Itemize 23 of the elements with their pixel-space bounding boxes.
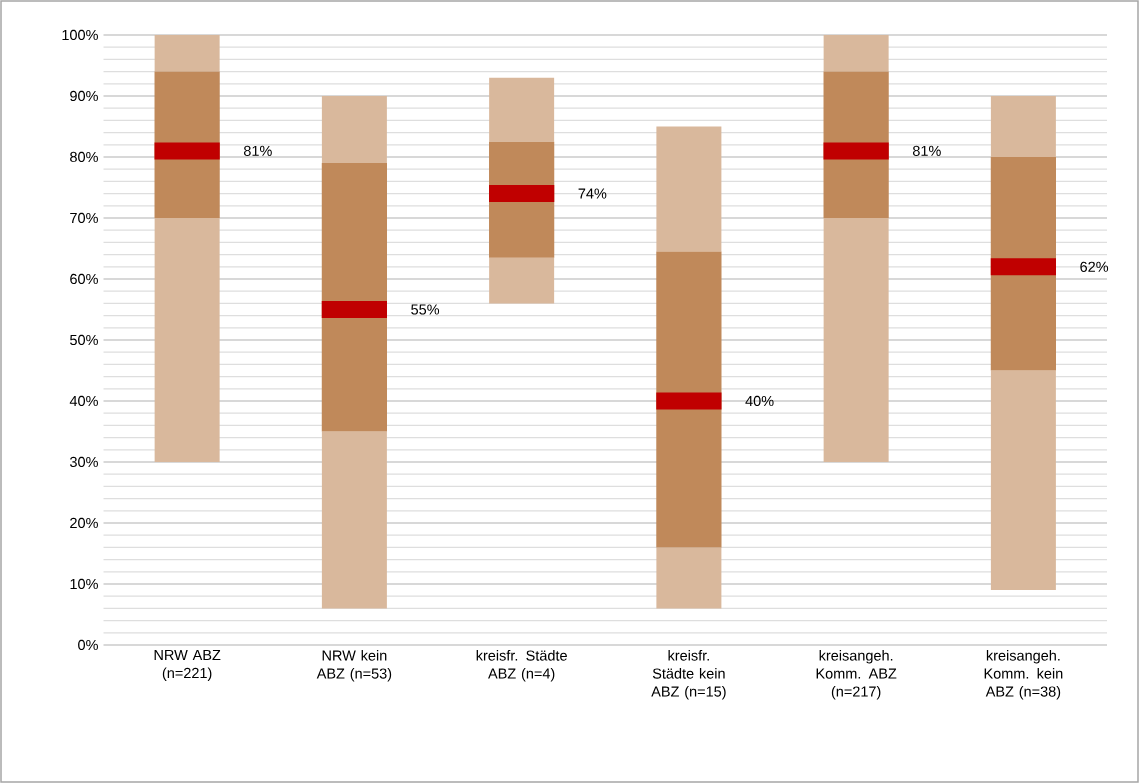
y-tick-label: 70% xyxy=(70,212,98,224)
y-tick-label: 30% xyxy=(70,456,98,468)
y-tick-label: 80% xyxy=(70,151,98,163)
y-tick-label: 20% xyxy=(70,517,98,529)
x-tick-label: kreisfr. Städte ABZ (n=4) xyxy=(476,650,567,682)
x-tick-label: NRW ABZ (n=221) xyxy=(154,650,221,681)
annotation: 74% xyxy=(578,188,607,199)
y-tick-label: 50% xyxy=(70,334,98,346)
x-tick-label: kreisfr. Städte kein ABZ (n=15) xyxy=(651,650,726,700)
x-tick-label: kreisangeh. Komm. kein ABZ (n=38) xyxy=(984,650,1063,700)
x-tick-label: kreisangeh. Komm. ABZ (n=217) xyxy=(816,650,897,700)
y-tick-label: 0% xyxy=(78,639,98,651)
y-tick-label: 60% xyxy=(70,273,98,285)
y-tick-label: 100% xyxy=(62,29,98,41)
y-tick-label: 10% xyxy=(70,578,98,590)
y-tick-label: 40% xyxy=(69,395,98,407)
annotation: 81% xyxy=(912,145,941,157)
annotation: 81% xyxy=(243,145,272,157)
annotation: 40% xyxy=(745,395,774,407)
x-tick-label: NRW kein ABZ (n=53) xyxy=(316,650,392,682)
annotation: 62% xyxy=(1080,261,1109,272)
annotation: 55% xyxy=(411,304,440,315)
y-tick-label: 90% xyxy=(70,90,98,102)
